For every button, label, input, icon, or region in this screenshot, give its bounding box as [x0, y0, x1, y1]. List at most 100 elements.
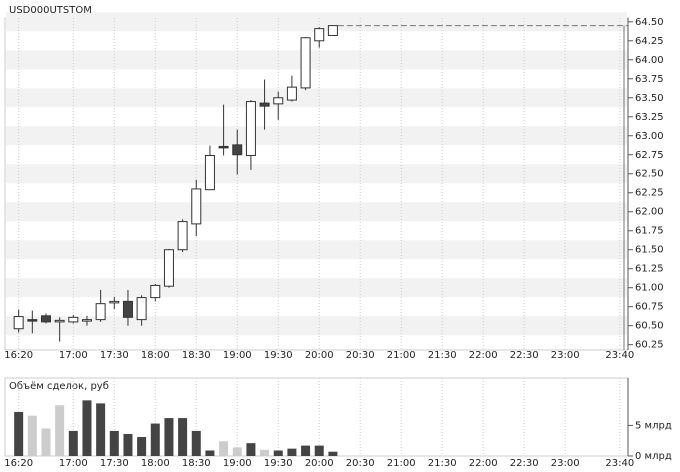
candle-body [191, 188, 202, 225]
volume-bar [14, 411, 24, 456]
grid-band [6, 240, 627, 260]
volume-bar [178, 418, 188, 456]
y-tick-label: 62.50 [635, 169, 664, 180]
grid-band [6, 126, 627, 146]
candle-body [40, 315, 51, 323]
y-tick-label: 64.00 [635, 55, 664, 66]
x-tick-label: 23:00 [551, 458, 580, 469]
volume-bar [246, 443, 256, 456]
volume-bar [301, 445, 311, 456]
y-tick-label: 61.50 [635, 245, 664, 256]
y-tick-label: 60.75 [635, 302, 664, 313]
grid-band [6, 12, 627, 32]
volume-bar [55, 405, 65, 456]
candle-body [81, 319, 92, 322]
y-tick-label: 64.50 [635, 17, 664, 28]
y-tick-label: 0 млрд [635, 451, 672, 462]
volume-bar [164, 418, 174, 456]
candle-body [122, 300, 133, 318]
x-tick-label: 19:30 [264, 350, 293, 361]
x-tick-label: 16:20 [4, 350, 33, 361]
y-tick-label: 60.25 [635, 340, 664, 351]
grid-band [6, 50, 627, 70]
candle-body [314, 28, 325, 42]
volume-bar [137, 437, 147, 456]
x-tick-label: 22:30 [510, 350, 539, 361]
candle-body [150, 284, 161, 299]
candle-body [163, 249, 174, 287]
x-tick-label: 17:00 [59, 458, 88, 469]
y-tick-label: 61.00 [635, 283, 664, 294]
x-tick-label: 18:30 [182, 350, 211, 361]
candle-body [177, 221, 188, 251]
x-tick-label: 16:20 [4, 458, 33, 469]
x-tick-label: 20:30 [346, 458, 375, 469]
volume-bar [150, 423, 160, 456]
y-tick-label: 63.25 [635, 112, 664, 123]
candle-body [109, 300, 120, 304]
volume-bar [109, 430, 119, 456]
x-tick-label: 22:00 [469, 458, 498, 469]
candle-body [286, 86, 297, 101]
x-tick-label: 22:30 [510, 458, 539, 469]
x-tick-label: 23:40 [605, 458, 634, 469]
panel-title: USD000UTSTOM [9, 5, 92, 16]
candle-body [300, 37, 311, 89]
candle-body [136, 297, 147, 321]
x-tick-label: 23:40 [605, 350, 634, 361]
y-tick-label: 63.00 [635, 131, 664, 142]
x-tick-label: 19:00 [223, 350, 252, 361]
y-tick-label: 5 млрд [635, 420, 672, 431]
y-tick-label: 62.25 [635, 188, 664, 199]
grid-band [6, 164, 627, 184]
x-tick-label: 18:00 [141, 350, 170, 361]
x-tick-label: 22:00 [469, 350, 498, 361]
y-tick-label: 64.25 [635, 36, 664, 47]
x-tick-label: 17:00 [59, 350, 88, 361]
candle-body [327, 25, 338, 36]
candle-body [54, 319, 65, 323]
y-tick-label: 61.25 [635, 264, 664, 275]
candle-body [273, 97, 284, 105]
volume-bar [287, 448, 297, 456]
volume-bar [232, 447, 242, 456]
grid-band [6, 202, 627, 222]
y-tick-label: 63.50 [635, 93, 664, 104]
panel-title: Объём сделок, руб [9, 381, 109, 392]
candle-body [259, 102, 270, 107]
x-tick-label: 17:30 [100, 458, 129, 469]
volume-bar [260, 449, 270, 456]
x-tick-label: 19:30 [264, 458, 293, 469]
y-tick-label: 62.00 [635, 207, 664, 218]
y-tick-label: 61.75 [635, 226, 664, 237]
volume-bar [191, 430, 201, 456]
candle-body [232, 144, 243, 156]
volume-bar [314, 445, 324, 456]
candle-body [27, 319, 38, 322]
y-tick-label: 62.75 [635, 150, 664, 161]
grid-band [6, 316, 627, 336]
y-tick-label: 63.75 [635, 74, 664, 85]
volume-bar [273, 450, 283, 456]
grid-band [6, 278, 627, 298]
volume-bar [219, 441, 229, 456]
volume-bar [41, 428, 51, 456]
candle-body [204, 155, 215, 191]
x-tick-label: 21:30 [428, 458, 457, 469]
volume-bar [68, 430, 78, 456]
volume-bar [123, 433, 133, 456]
candle-body [95, 303, 106, 321]
x-tick-label: 23:00 [551, 350, 580, 361]
x-tick-label: 21:30 [428, 350, 457, 361]
x-tick-label: 20:30 [346, 350, 375, 361]
x-tick-label: 19:00 [223, 458, 252, 469]
volume-bar [205, 450, 215, 456]
volume-bar [82, 400, 92, 456]
x-tick-label: 20:00 [305, 350, 334, 361]
candle-body [13, 316, 24, 330]
candle-body [245, 101, 256, 157]
volume-bar [328, 451, 338, 456]
volume-bar [96, 403, 106, 456]
x-tick-label: 21:00 [387, 458, 416, 469]
